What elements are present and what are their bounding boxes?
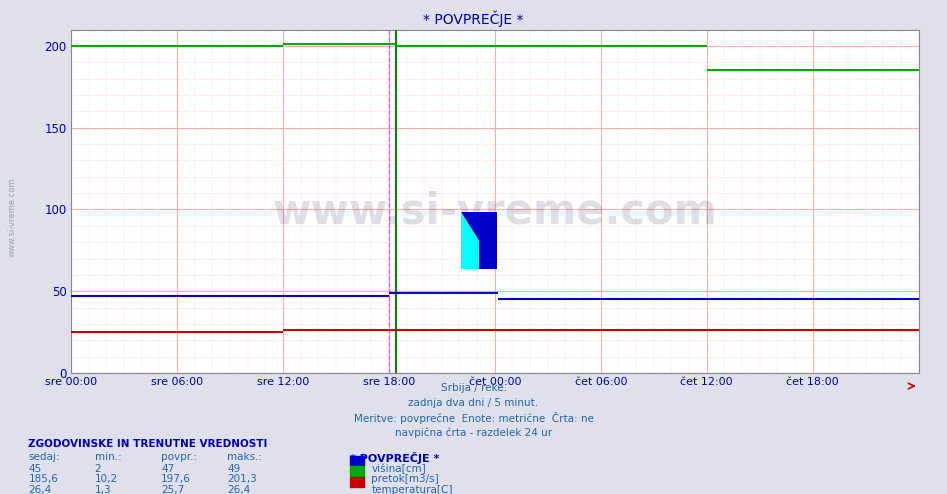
Text: navpična črta - razdelek 24 ur: navpična črta - razdelek 24 ur (395, 427, 552, 438)
Text: www.si-vreme.com: www.si-vreme.com (8, 178, 17, 257)
Text: zadnja dva dni / 5 minut.: zadnja dva dni / 5 minut. (408, 398, 539, 408)
Text: ZGODOVINSKE IN TRENUTNE VREDNOSTI: ZGODOVINSKE IN TRENUTNE VREDNOSTI (28, 439, 268, 449)
Text: maks.:: maks.: (227, 452, 262, 462)
Text: 45: 45 (28, 464, 42, 474)
Text: www.si-vreme.com: www.si-vreme.com (273, 191, 717, 233)
Text: 26,4: 26,4 (28, 485, 52, 494)
Bar (461, 241, 479, 269)
Text: 1,3: 1,3 (95, 485, 112, 494)
Text: * POVPREČJE *: * POVPREČJE * (350, 452, 439, 464)
Text: 25,7: 25,7 (161, 485, 185, 494)
Text: 201,3: 201,3 (227, 474, 257, 484)
Text: temperatura[C]: temperatura[C] (371, 485, 453, 494)
Text: 47: 47 (161, 464, 174, 474)
PathPatch shape (461, 212, 479, 241)
Text: sedaj:: sedaj: (28, 452, 60, 462)
Text: 10,2: 10,2 (95, 474, 117, 484)
Text: Meritve: povprečne  Enote: metrične  Črta: ne: Meritve: povprečne Enote: metrične Črta:… (353, 412, 594, 424)
Text: 49: 49 (227, 464, 241, 474)
Bar (461, 212, 479, 241)
Bar (479, 212, 497, 269)
Text: višina[cm]: višina[cm] (371, 464, 426, 474)
Text: 197,6: 197,6 (161, 474, 191, 484)
Text: min.:: min.: (95, 452, 121, 462)
PathPatch shape (461, 212, 479, 269)
Text: Srbija / reke.: Srbija / reke. (440, 383, 507, 393)
Text: 26,4: 26,4 (227, 485, 251, 494)
Text: * POVPREČJE *: * POVPREČJE * (423, 11, 524, 27)
Text: 2: 2 (95, 464, 101, 474)
Text: 185,6: 185,6 (28, 474, 59, 484)
Text: pretok[m3/s]: pretok[m3/s] (371, 474, 439, 484)
Text: povpr.:: povpr.: (161, 452, 197, 462)
